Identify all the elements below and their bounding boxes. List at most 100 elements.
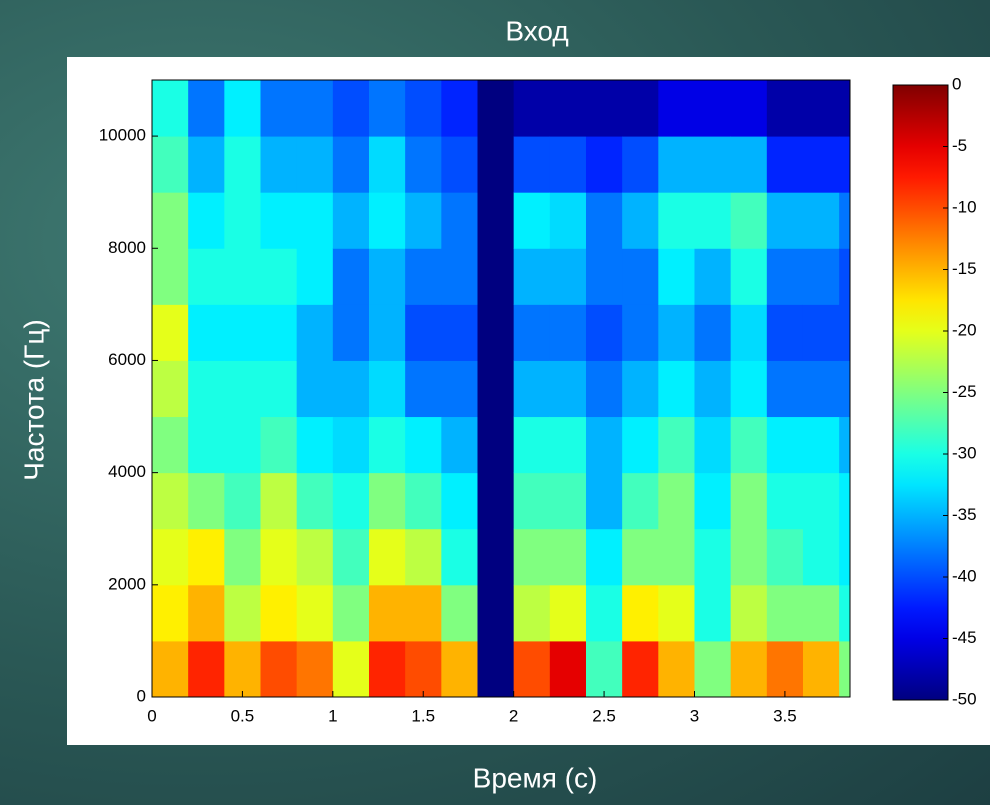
colorbar-tick-label: -30: [952, 443, 977, 462]
heatmap-cell: [585, 192, 623, 249]
heatmap-cell: [802, 248, 840, 305]
heatmap-cell: [549, 584, 587, 642]
heatmap-cell: [694, 304, 732, 361]
y-axis-label: Частота (Гц): [18, 319, 49, 480]
heatmap-cell: [802, 136, 840, 193]
heatmap-cell: [694, 248, 732, 305]
heatmap-cell: [152, 192, 189, 249]
heatmap-cell: [839, 80, 850, 137]
heatmap-cell: [658, 416, 695, 474]
heatmap-cell: [766, 136, 804, 193]
heatmap-cell: [441, 192, 478, 249]
heatmap-cell: [766, 416, 804, 474]
heatmap-cell: [730, 304, 768, 361]
heatmap-cell: [188, 192, 225, 249]
x-tick-label: 3: [690, 706, 699, 725]
x-tick-label: 2.5: [592, 706, 616, 725]
plot-frame: [151, 79, 851, 698]
heatmap-cell: [441, 304, 478, 361]
heatmap-cell: [152, 248, 189, 305]
heatmap-cell: [658, 304, 695, 361]
heatmap-cell: [766, 248, 804, 305]
heatmap-cell: [260, 136, 298, 193]
heatmap-cell: [477, 584, 515, 642]
heatmap-cell: [260, 80, 298, 137]
heatmap-cell: [260, 584, 298, 642]
x-tick-label: 3.5: [773, 706, 797, 725]
heatmap-cell: [622, 528, 659, 586]
heatmap-cell: [513, 472, 551, 530]
heatmap-cell: [477, 192, 515, 249]
heatmap-cell: [296, 360, 334, 418]
heatmap-cell: [802, 416, 840, 474]
heatmap-cell: [585, 136, 623, 193]
heatmap-cell: [839, 248, 850, 305]
heatmap-cell: [152, 136, 189, 193]
heatmap-cell: [477, 416, 515, 474]
heatmap-cell: [224, 584, 261, 642]
heatmap-cell: [730, 584, 768, 642]
heatmap-cell: [441, 640, 478, 697]
heatmap-cell: [405, 360, 442, 418]
heatmap-cell: [332, 304, 370, 361]
heatmap-cell: [296, 416, 334, 474]
heatmap-cell: [441, 472, 478, 530]
heatmap-cell: [441, 416, 478, 474]
heatmap-cell: [622, 584, 659, 642]
heatmap-cell: [405, 416, 442, 474]
heatmap-cell: [332, 80, 370, 137]
heatmap-cell: [332, 472, 370, 530]
heatmap-cell: [766, 80, 804, 137]
colorbar-tick-label: -35: [952, 505, 977, 524]
heatmap-cell: [188, 360, 225, 418]
heatmap-cell: [839, 528, 850, 586]
heatmap-cell: [477, 472, 515, 530]
colorbar-tick-label: 0: [952, 74, 961, 93]
heatmap-cell: [622, 416, 659, 474]
heatmap-cell: [802, 472, 840, 530]
heatmap-cell: [224, 360, 261, 418]
y-tick-label: 6000: [108, 350, 146, 369]
heatmap-cell: [188, 416, 225, 474]
heatmap-cell: [839, 304, 850, 361]
heatmap-cell: [585, 248, 623, 305]
heatmap-cell: [694, 136, 732, 193]
heatmap-cell: [585, 472, 623, 530]
heatmap-cell: [802, 192, 840, 249]
heatmap-cell: [296, 528, 334, 586]
heatmap-cell: [694, 640, 732, 697]
heatmap-cell: [441, 528, 478, 586]
heatmap-cell: [839, 192, 850, 249]
heatmap-cell: [766, 304, 804, 361]
heatmap-cell: [188, 584, 225, 642]
heatmap-cell: [477, 80, 515, 137]
heatmap-cell: [368, 360, 406, 418]
heatmap-cell: [477, 248, 515, 305]
heatmap-cell: [296, 80, 334, 137]
y-tick-label: 2000: [108, 574, 146, 593]
heatmap-cell: [296, 136, 334, 193]
heatmap-cell: [585, 80, 623, 137]
heatmap-cell: [260, 192, 298, 249]
heatmap-cell: [694, 472, 732, 530]
heatmap-cell: [405, 640, 442, 697]
heatmap-cell: [260, 416, 298, 474]
heatmap-cell: [513, 640, 551, 697]
heatmap-cell: [766, 528, 804, 586]
heatmap-cell: [477, 360, 515, 418]
heatmap-cell: [513, 192, 551, 249]
heatmap-cell: [332, 416, 370, 474]
heatmap-cell: [441, 360, 478, 418]
heatmap-cell: [585, 528, 623, 586]
heatmap-cell: [477, 528, 515, 586]
heatmap-cell: [730, 416, 768, 474]
heatmap-cell: [368, 584, 406, 642]
heatmap-cell: [549, 528, 587, 586]
heatmap-cell: [513, 416, 551, 474]
x-axis-label: Время (с): [473, 762, 598, 793]
heatmap-cell: [658, 136, 695, 193]
colorbar-tick-label: -25: [952, 382, 977, 401]
heatmap-cell: [368, 248, 406, 305]
heatmap-cell: [368, 192, 406, 249]
colorbar-tick-label: -45: [952, 628, 977, 647]
